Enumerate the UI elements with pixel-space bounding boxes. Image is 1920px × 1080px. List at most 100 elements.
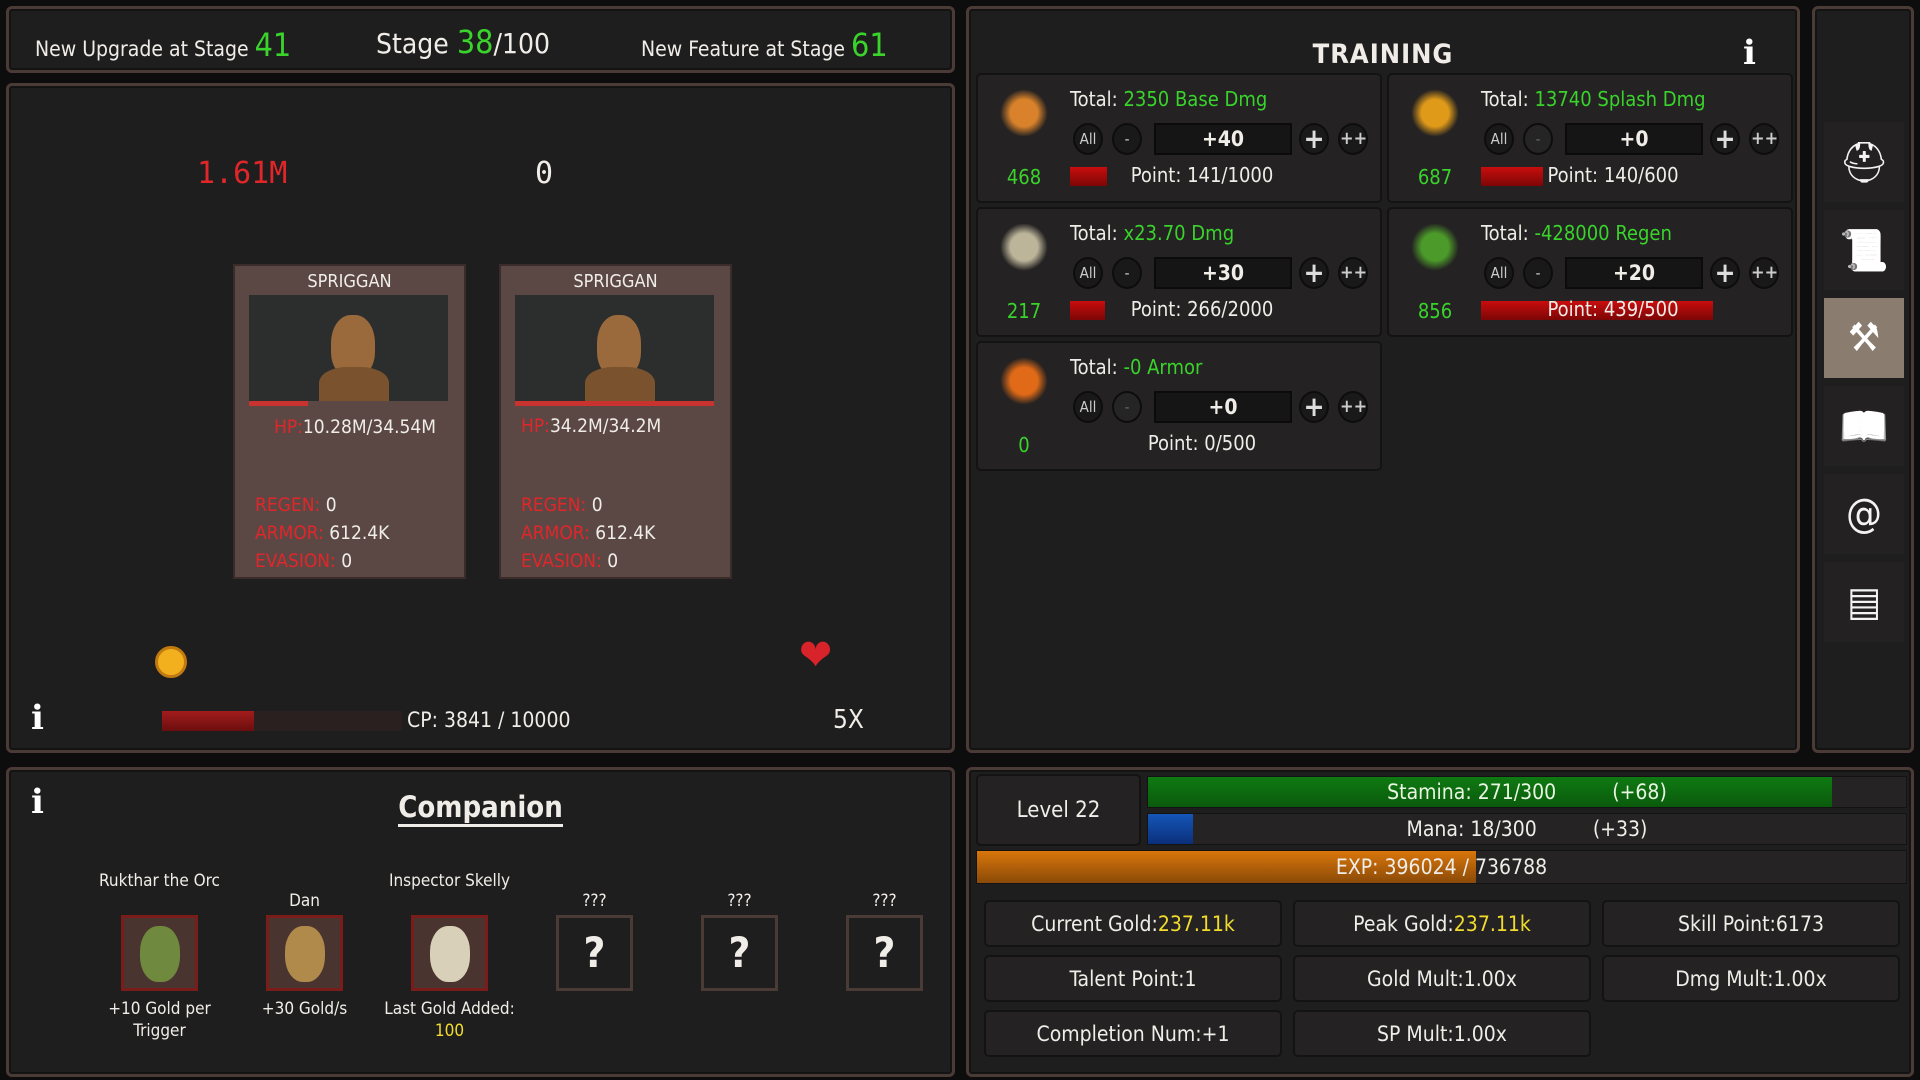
training-card: Total: -428000 Regen All - + ++ +20 856 Point: … [1387,207,1793,337]
player-level: Level 22 [976,774,1141,846]
plus-button[interactable]: + [1299,123,1329,155]
mana-text: Mana: 18/300 [1406,817,1537,841]
locked-companion[interactable]: ? [556,915,633,991]
training-amount-input[interactable]: +30 [1154,257,1292,289]
all-button[interactable]: All [1073,123,1103,155]
heart-icon[interactable]: ❤ [799,630,833,681]
next-upgrade-stage: 41 [254,26,292,64]
anvil-icon: ⚒ [1847,315,1881,361]
plus-button[interactable]: + [1710,123,1740,155]
companion-title: Companion [9,790,952,827]
next-feature-label: New Feature at Stage [641,37,846,61]
plus-button[interactable]: + [1710,257,1740,289]
chest-icon: ▤ [1846,579,1881,625]
companion-portrait[interactable] [266,915,343,991]
mana-regen: (+33) [1592,817,1648,841]
plus-plus-button[interactable]: ++ [1338,123,1368,155]
plus-plus-button[interactable]: ++ [1749,123,1779,155]
minus-button[interactable]: - [1112,257,1142,289]
sidebar-tab-helmet[interactable]: ⛑ [1824,122,1904,202]
sidebar-tab-chest[interactable]: ▤ [1824,562,1904,642]
stage-current: 38 [456,23,494,61]
points-bar-fill [1481,301,1713,320]
plus-button[interactable]: + [1299,391,1329,423]
training-amount-input[interactable]: +0 [1565,123,1703,155]
plus-button[interactable]: + [1299,257,1329,289]
cp-text: CP: 3841 / 10000 [407,708,571,732]
locked-companion[interactable]: ? [846,915,923,991]
sidebar-tab-spiral[interactable]: @ [1824,474,1904,554]
locked-companion[interactable]: ? [701,915,778,991]
all-button[interactable]: All [1484,123,1514,155]
speed-multiplier[interactable]: 5X [833,705,864,735]
points-text: Point: 140/600 [1547,163,1679,187]
monster-card[interactable]: SPRIGGAN HP:34.2M/34.2M REGEN: 0 ARMOR: … [499,264,732,579]
monster-armor: ARMOR: 612.4K [521,522,656,544]
minus-button[interactable]: - [1112,123,1142,155]
companion-name: Dan [289,891,320,911]
companion-slot[interactable]: ???? [667,770,812,1060]
stat-box: Peak Gold: 237.11k [1293,900,1591,947]
companion-portrait[interactable] [411,915,488,991]
gold-coin-icon[interactable] [155,646,187,678]
companion-desc: Last Gold Added: 100 [384,999,515,1041]
companion-slot[interactable]: ???? [812,770,957,1060]
training-level: 687 [1417,165,1453,189]
plus-plus-button[interactable]: ++ [1749,257,1779,289]
counter-readout: 0 [535,156,554,191]
companion-slot[interactable]: Inspector Skelly Last Gold Added: 100 [377,770,522,1060]
sidebar-tab-spellbook-open[interactable]: 📖 [1824,386,1904,466]
companion-face [430,926,470,982]
stat-box: Skill Point: 6173 [1602,900,1900,947]
mana-bar: Mana: 18/300 (+33) [1147,813,1907,845]
monster-hp-bar [249,401,448,406]
training-amount-input[interactable]: +40 [1154,123,1292,155]
all-button[interactable]: All [1484,257,1514,289]
info-icon[interactable]: i [31,782,44,822]
monster-evasion: EVASION: 0 [521,550,619,572]
stamina-regen: (+68) [1612,780,1667,804]
training-amount-input[interactable]: +0 [1154,391,1292,423]
stage-total: /100 [493,27,550,60]
companion-panel: i Companion Rukthar the Orc +10 Gold per … [6,767,955,1077]
all-button[interactable]: All [1073,257,1103,289]
companion-face [140,926,180,982]
points-bar-fill [1070,301,1106,320]
sidebar-tab-scroll[interactable]: 📜 [1824,210,1904,290]
stat-box: SP Mult: 1.00x [1293,1010,1591,1057]
companion-desc: +30 Gold/s [261,999,348,1019]
plus-plus-button[interactable]: ++ [1338,391,1368,423]
monster-regen: REGEN: 0 [255,494,337,516]
points-bar [1070,167,1334,186]
points-text: Point: 266/2000 [1130,297,1274,321]
training-level: 856 [1417,299,1453,323]
training-level: 0 [1018,433,1030,457]
spellbook-open-icon: 📖 [1839,403,1889,450]
next-feature-stage: 61 [851,26,888,64]
sidebar-tab-anvil[interactable]: ⚒ [1824,298,1904,378]
companion-slot[interactable]: ???? [522,770,667,1060]
minus-button[interactable]: - [1112,391,1142,423]
companion-name: ??? [582,891,607,911]
info-icon[interactable]: i [1743,33,1756,73]
monster-portrait [515,295,714,401]
plus-plus-button[interactable]: ++ [1338,257,1368,289]
training-level: 468 [1006,165,1042,189]
companion-portrait[interactable] [121,915,198,991]
info-icon[interactable]: i [31,698,44,738]
monster-card[interactable]: SPRIGGAN HP:10.28M/34.54M REGEN: 0 ARMOR… [233,264,466,579]
minus-button[interactable]: - [1523,123,1553,155]
training-level: 217 [1006,299,1042,323]
stat-box: Completion Num: +1 [984,1010,1282,1057]
training-amount-input[interactable]: +20 [1565,257,1703,289]
all-button[interactable]: All [1073,391,1103,423]
next-upgrade-label: New Upgrade at Stage [35,37,249,61]
companion-slot[interactable]: Rukthar the Orc +10 Gold per Trigger [87,770,232,1060]
minus-button[interactable]: - [1523,257,1553,289]
companion-slot[interactable]: Dan +30 Gold/s [232,770,377,1060]
helmet-icon: ⛑ [1838,139,1890,186]
training-card: Total: -0 Armor All - + ++ +0 0 Point: 0/500 [976,341,1382,471]
current-stage: Stage 38/100 [376,23,550,61]
player-stats-panel: Level 22 Stamina: 271/300 (+68) Mana: 18/… [966,767,1914,1077]
question-mark-icon: ? [873,928,896,977]
